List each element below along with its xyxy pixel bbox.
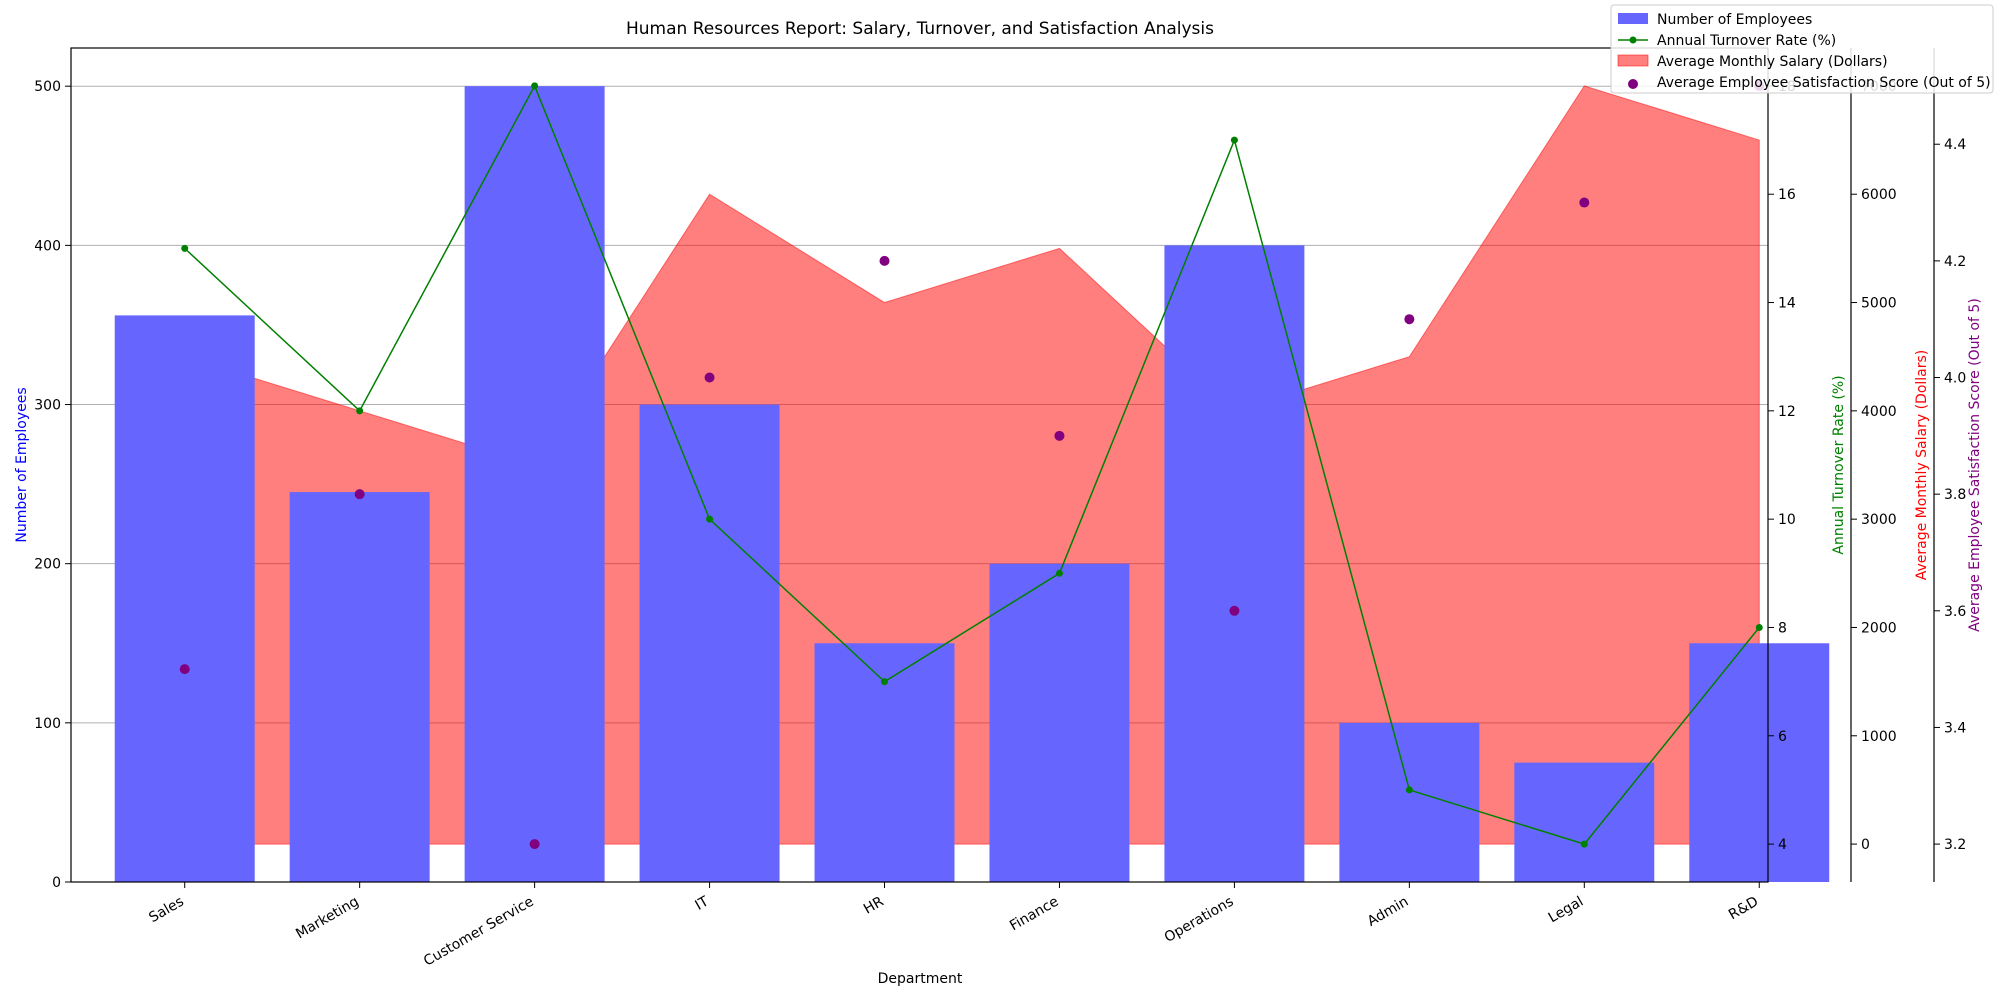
satisfaction-points bbox=[179, 80, 1765, 850]
turnover-point-legal bbox=[1580, 840, 1588, 848]
satisfaction-point-admin bbox=[1404, 314, 1415, 325]
turnover-tick-label: 8 bbox=[1778, 620, 1787, 636]
satisfaction-tick-label: 3.6 bbox=[1944, 604, 1966, 620]
employee-bar-it bbox=[639, 404, 780, 882]
salary-axis-label: Average Monthly Salary (Dollars) bbox=[1914, 350, 1930, 581]
satisfaction-point-customer-service bbox=[529, 839, 540, 850]
salary-tick-label: 2000 bbox=[1861, 620, 1897, 636]
satisfaction-axis-label: Average Employee Satisfaction Score (Out… bbox=[1967, 298, 1983, 632]
x-tick-label: Admin bbox=[1365, 894, 1412, 930]
x-tick-label: Sales bbox=[146, 894, 186, 926]
satisfaction-tick-label: 3.8 bbox=[1944, 487, 1966, 503]
satisfaction-tick-label: 3.4 bbox=[1944, 720, 1966, 736]
x-tick-label: R&D bbox=[1726, 894, 1761, 924]
y-tick-label: 100 bbox=[34, 716, 61, 732]
turnover-tick-label: 14 bbox=[1778, 296, 1796, 312]
satisfaction-tick-label: 4.0 bbox=[1944, 371, 1966, 387]
employee-bar-finance bbox=[989, 563, 1130, 882]
legend-swatch-marker bbox=[1629, 36, 1637, 44]
turnover-tick-label: 10 bbox=[1778, 512, 1796, 528]
employees-axis-label: Number of Employees bbox=[14, 387, 30, 542]
employee-bar-admin bbox=[1339, 722, 1480, 882]
satisfaction-point-it bbox=[704, 372, 715, 383]
satisfaction-point-finance bbox=[1054, 430, 1065, 441]
legend-entry-label: Average Monthly Salary (Dollars) bbox=[1657, 54, 1888, 70]
employee-bar-customer-service bbox=[464, 86, 605, 882]
turnover-series-line bbox=[184, 84, 1760, 845]
satisfaction-point-hr bbox=[879, 255, 890, 266]
employee-bar-operations bbox=[1164, 245, 1305, 883]
satisfaction-tick-label: 4.4 bbox=[1944, 137, 1966, 153]
turnover-point-r-d bbox=[1755, 623, 1763, 631]
salary-tick-label: 4000 bbox=[1861, 404, 1897, 420]
x-tick-label: HR bbox=[861, 893, 887, 917]
turnover-tick-label: 6 bbox=[1778, 729, 1787, 745]
x-tick-label: Operations bbox=[1162, 894, 1237, 946]
salary-tick-label: 6000 bbox=[1861, 187, 1897, 203]
plot-frame bbox=[70, 47, 1769, 883]
legend-entry-label: Average Employee Satisfaction Score (Out… bbox=[1657, 75, 1991, 91]
turnover-point-it bbox=[706, 515, 714, 523]
turnover-axis-label: Annual Turnover Rate (%) bbox=[1831, 375, 1847, 554]
satisfaction-point-sales bbox=[179, 664, 190, 675]
turnover-tick-label: 4 bbox=[1778, 837, 1787, 853]
satisfaction-point-legal bbox=[1579, 197, 1590, 208]
satisfaction-tick-label: 4.2 bbox=[1944, 254, 1966, 270]
turnover-point-operations bbox=[1230, 136, 1238, 144]
chart-title: Human Resources Report: Salary, Turnover… bbox=[626, 19, 1214, 39]
salary-tick-label: 5000 bbox=[1861, 296, 1897, 312]
employee-bar-marketing bbox=[289, 492, 430, 882]
employee-bar-sales bbox=[114, 315, 255, 883]
turnover-line bbox=[181, 82, 1763, 848]
legend-swatch-area bbox=[1617, 54, 1649, 67]
y-tick-label: 200 bbox=[34, 557, 61, 573]
turnover-tick-label: 12 bbox=[1778, 404, 1796, 420]
x-tick-label: Legal bbox=[1546, 894, 1587, 927]
y-tick-label: 500 bbox=[34, 79, 61, 95]
x-tick-label: Customer Service bbox=[421, 894, 537, 970]
turnover-point-admin bbox=[1405, 786, 1413, 794]
legend-entry-label: Annual Turnover Rate (%) bbox=[1657, 33, 1836, 49]
legend: Number of Employees Annual Turnover Rate … bbox=[1610, 4, 1994, 94]
x-tick-label: Finance bbox=[1007, 894, 1061, 935]
turnover-tick-label: 16 bbox=[1778, 187, 1796, 203]
turnover-point-marketing bbox=[356, 407, 364, 415]
salary-tick-label: 3000 bbox=[1861, 512, 1897, 528]
legend-swatch-bar bbox=[1618, 13, 1648, 24]
satisfaction-point-marketing bbox=[354, 489, 365, 500]
salary-tick-label: 1000 bbox=[1861, 729, 1897, 745]
turnover-point-finance bbox=[1055, 569, 1063, 577]
employee-bars bbox=[114, 86, 1830, 883]
legend-entry-label: Number of Employees bbox=[1657, 12, 1812, 28]
satisfaction-tick-label: 3.2 bbox=[1944, 837, 1966, 853]
turnover-point-hr bbox=[881, 678, 889, 686]
turnover-point-sales bbox=[181, 244, 189, 252]
legend-swatch-scatter bbox=[1628, 79, 1638, 89]
salary-tick-label: 0 bbox=[1861, 837, 1870, 853]
y-tick-label: 400 bbox=[34, 238, 61, 254]
x-tick-label: Marketing bbox=[293, 894, 361, 943]
y-tick-label: 300 bbox=[34, 398, 61, 414]
satisfaction-point-operations bbox=[1229, 605, 1240, 616]
x-tick-label: IT bbox=[693, 893, 712, 913]
turnover-point-customer-service bbox=[531, 82, 539, 90]
employee-bar-r-d bbox=[1689, 643, 1830, 882]
x-axis-label: Department bbox=[878, 971, 963, 987]
legend-box bbox=[1610, 4, 1994, 94]
y-tick-label: 0 bbox=[52, 875, 61, 891]
employee-bar-legal bbox=[1514, 762, 1655, 882]
